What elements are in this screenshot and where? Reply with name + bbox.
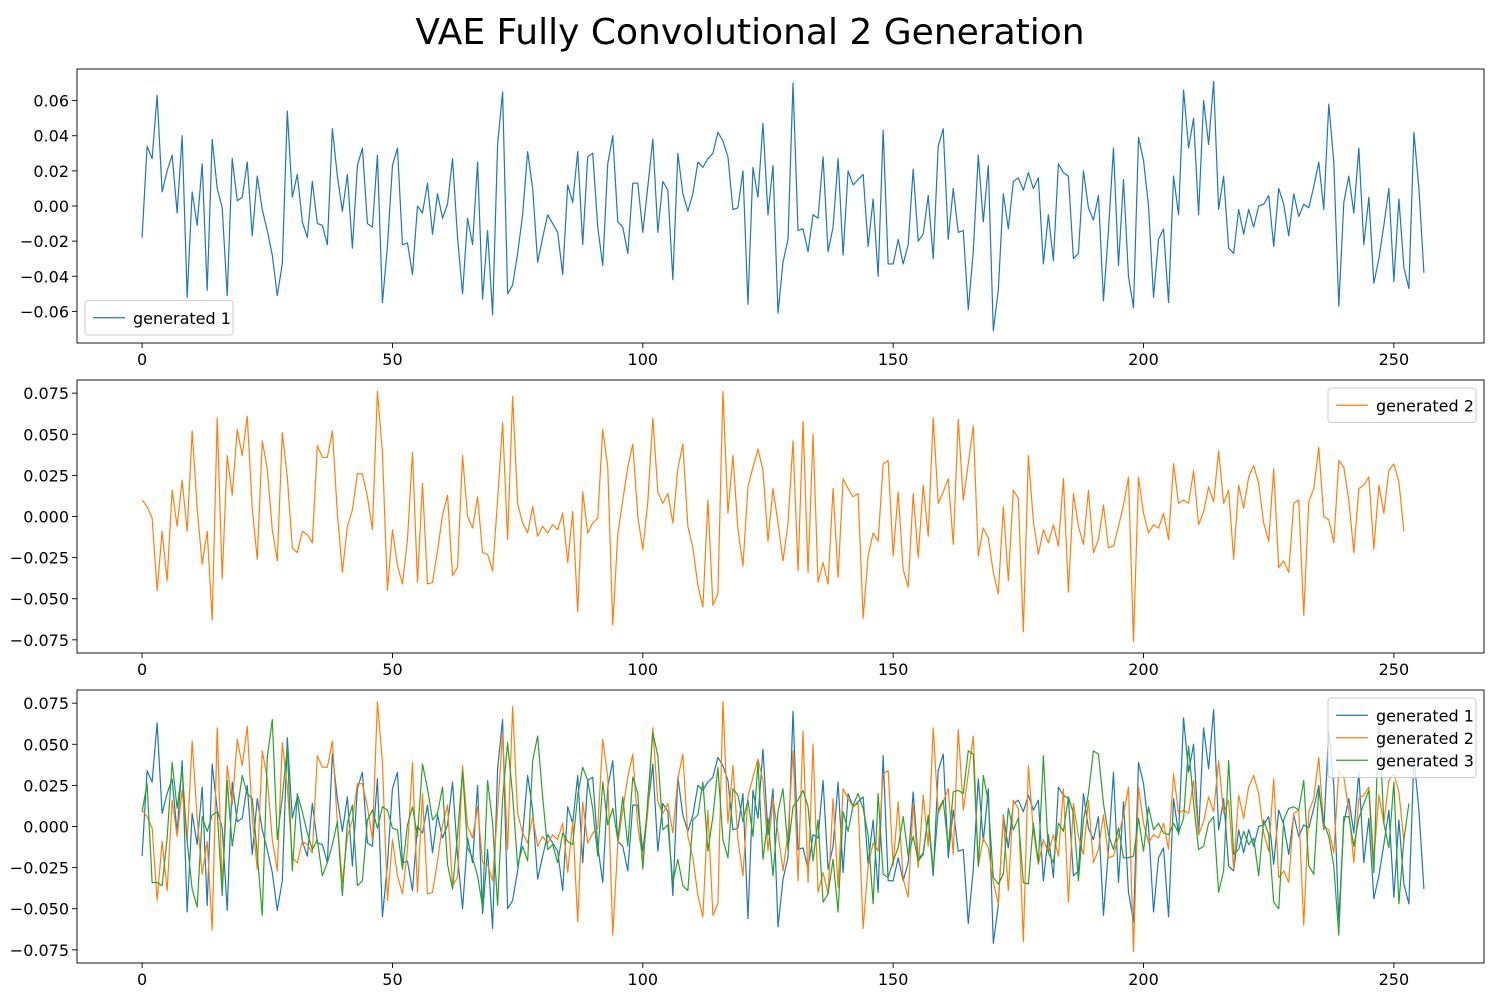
x-tick-label: 200	[1128, 970, 1159, 989]
y-tick-label: −0.04	[20, 267, 69, 286]
legend: generated 2	[1327, 387, 1477, 423]
y-tick-label: −0.050	[10, 900, 69, 919]
y-tick-label: −0.075	[10, 631, 69, 650]
y-tick-label: 0.075	[23, 384, 69, 403]
x-tick-label: 0	[137, 660, 147, 679]
legend-label: generated 2	[1376, 396, 1474, 415]
axes-frame	[76, 68, 1485, 344]
axes-frame	[76, 689, 1485, 964]
y-tick-label: 0.025	[23, 776, 69, 795]
y-tick-label: 0.000	[23, 508, 69, 527]
y-tick-label: −0.025	[10, 859, 69, 878]
x-tick-label: 250	[1379, 350, 1410, 369]
y-tick-label: 0.050	[23, 425, 69, 444]
subplot-2-series	[141, 390, 1405, 643]
x-tick-label: 100	[628, 660, 659, 679]
x-tick-label: 0	[137, 970, 147, 989]
legend: generated 1	[84, 300, 234, 336]
y-tick-label: 0.00	[33, 197, 69, 216]
subplot-3: 0 50 100 150 200 250 −0.075 −0.050 −0.025 0.000 0.…	[10, 689, 1485, 989]
series-line-generated-3	[141, 714, 1410, 936]
x-tick-label: 150	[878, 970, 909, 989]
y-tick-label: 0.000	[23, 818, 69, 837]
y-tick-label: 0.050	[23, 735, 69, 754]
y-tick-label: 0.02	[33, 162, 69, 181]
legend-label: generated 3	[1376, 751, 1474, 770]
x-tick-label: 50	[382, 660, 402, 679]
x-tick-label: 200	[1128, 350, 1159, 369]
legend: generated 1 generated 2 generated 3	[1327, 697, 1477, 778]
axes-frame	[76, 379, 1485, 654]
figure-title: VAE Fully Convolutional 2 Generation	[415, 12, 1085, 53]
y-tick-label: −0.050	[10, 590, 69, 609]
x-tick-label: 150	[878, 350, 909, 369]
y-tick-label: −0.02	[20, 232, 69, 251]
subplot-1-series	[141, 80, 1425, 332]
y-tick-label: 0.075	[23, 694, 69, 713]
subplot-1: 0 50 100 150 200 250 −0.06 −0.04 −0.02 0.00 0.02 0.…	[20, 68, 1485, 369]
x-tick-label: 150	[878, 660, 909, 679]
x-tick-label: 250	[1379, 660, 1410, 679]
x-tick-label: 250	[1379, 970, 1410, 989]
subplot-2: 0 50 100 150 200 250 −0.075 −0.050 −0.025 0.000 0.…	[10, 379, 1485, 679]
x-tick-label: 50	[382, 350, 402, 369]
legend-label: generated 1	[133, 309, 231, 328]
x-tick-label: 0	[137, 350, 147, 369]
legend-box	[84, 300, 234, 336]
y-tick-label: −0.075	[10, 941, 69, 960]
x-tick-label: 200	[1128, 660, 1159, 679]
legend-box	[1327, 387, 1477, 423]
legend-box	[1327, 697, 1477, 778]
y-tick-label: 0.04	[33, 127, 69, 146]
y-tick-label: −0.06	[20, 302, 69, 321]
y-tick-label: −0.025	[10, 549, 69, 568]
x-tick-label: 100	[628, 350, 659, 369]
y-tick-label: 0.025	[23, 466, 69, 485]
legend-label: generated 1	[1376, 706, 1474, 725]
series-line-generated-2	[141, 390, 1405, 643]
legend-label: generated 2	[1376, 729, 1474, 748]
series-line-generated-1	[141, 80, 1425, 332]
y-tick-label: 0.06	[33, 92, 69, 111]
x-tick-label: 100	[628, 970, 659, 989]
subplot-3-series	[141, 700, 1425, 953]
series-line-generated-2	[141, 700, 1405, 953]
series-line-generated-1	[141, 709, 1425, 944]
x-tick-label: 50	[382, 970, 402, 989]
